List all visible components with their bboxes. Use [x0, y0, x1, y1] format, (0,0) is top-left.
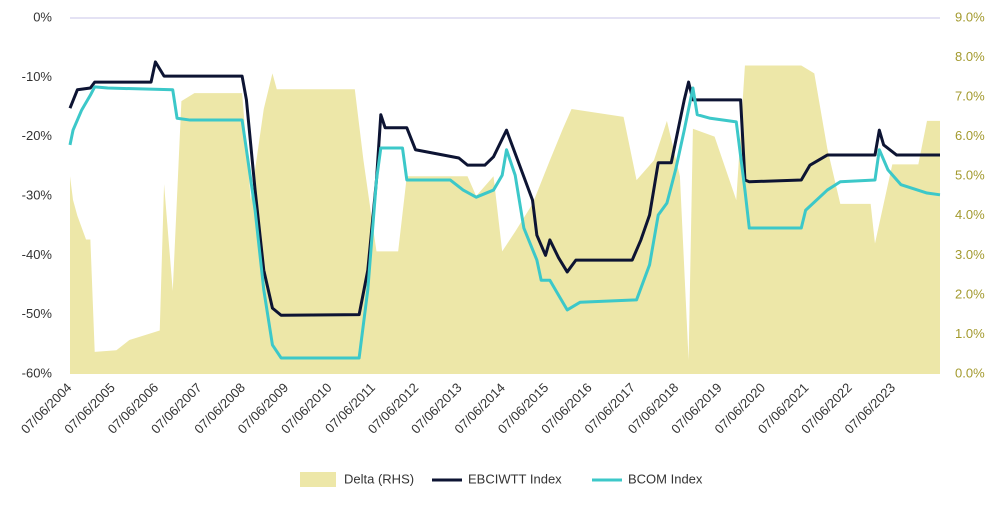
y2-tick-label: 4.0% [955, 207, 985, 222]
y-tick-label: -60% [22, 365, 53, 380]
y2-tick-label: 2.0% [955, 286, 985, 301]
line [68, 85, 941, 360]
legend-label: BCOM Index [628, 471, 703, 486]
y-tick-label: -40% [22, 247, 53, 262]
y-tick-label: -10% [22, 69, 53, 84]
y2-tick-label: 9.0% [955, 9, 985, 24]
y-tick-label: -50% [22, 306, 53, 321]
y2-tick-label: 5.0% [955, 168, 985, 183]
y-tick-label: 0% [33, 9, 52, 24]
plot [68, 60, 941, 374]
y2-tick-label: 6.0% [955, 128, 985, 143]
legend-label: EBCIWTT Index [468, 471, 562, 486]
legend-swatch [300, 472, 336, 487]
y2-tick-label: 3.0% [955, 247, 985, 262]
y2-tick-label: 8.0% [955, 49, 985, 64]
y2-tick-label: 1.0% [955, 326, 985, 341]
area [70, 65, 940, 374]
legend-label: Delta (RHS) [344, 471, 414, 486]
y-tick-label: -20% [22, 128, 53, 143]
y2-tick-label: 0.0% [955, 365, 985, 380]
y2-tick-label: 7.0% [955, 89, 985, 104]
line [68, 60, 940, 317]
y-tick-label: -30% [22, 187, 53, 202]
